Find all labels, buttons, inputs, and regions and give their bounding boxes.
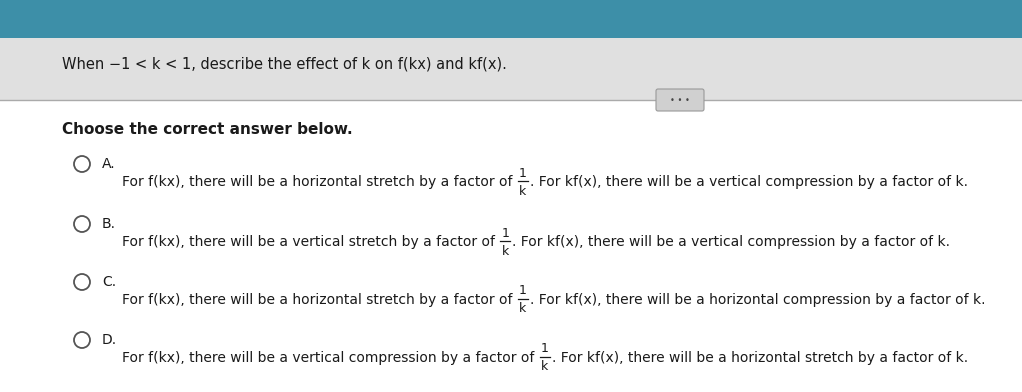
Text: k: k <box>519 185 526 198</box>
Text: . For kf(x), there will be a vertical compression by a factor of k.: . For kf(x), there will be a vertical co… <box>529 175 968 189</box>
Text: • • •: • • • <box>670 96 690 105</box>
Text: When −1 < k < 1, describe the effect of k on f(kx) and kf(x).: When −1 < k < 1, describe the effect of … <box>62 56 507 72</box>
Text: D.: D. <box>102 333 118 347</box>
Bar <box>0 38 1022 100</box>
Text: k: k <box>541 361 549 374</box>
Text: A.: A. <box>102 157 115 171</box>
Bar <box>0 100 1022 392</box>
Text: For f(kx), there will be a vertical compression by a factor of: For f(kx), there will be a vertical comp… <box>122 351 539 365</box>
Text: k: k <box>519 303 526 316</box>
Text: For f(kx), there will be a horizontal stretch by a factor of: For f(kx), there will be a horizontal st… <box>122 293 517 307</box>
Bar <box>0 0 1022 38</box>
Text: For f(kx), there will be a horizontal stretch by a factor of: For f(kx), there will be a horizontal st… <box>122 175 517 189</box>
Text: 1: 1 <box>519 285 526 298</box>
FancyBboxPatch shape <box>656 89 704 111</box>
Text: . For kf(x), there will be a horizontal stretch by a factor of k.: . For kf(x), there will be a horizontal … <box>552 351 968 365</box>
Text: Choose the correct answer below.: Choose the correct answer below. <box>62 122 353 138</box>
Text: B.: B. <box>102 217 117 231</box>
Text: . For kf(x), there will be a vertical compression by a factor of k.: . For kf(x), there will be a vertical co… <box>512 235 950 249</box>
Text: 1: 1 <box>519 167 526 180</box>
Text: C.: C. <box>102 275 117 289</box>
Text: k: k <box>502 245 509 258</box>
Text: For f(kx), there will be a vertical stretch by a factor of: For f(kx), there will be a vertical stre… <box>122 235 500 249</box>
Text: . For kf(x), there will be a horizontal compression by a factor of k.: . For kf(x), there will be a horizontal … <box>529 293 985 307</box>
Text: 1: 1 <box>502 227 509 240</box>
Text: 1: 1 <box>541 343 549 356</box>
